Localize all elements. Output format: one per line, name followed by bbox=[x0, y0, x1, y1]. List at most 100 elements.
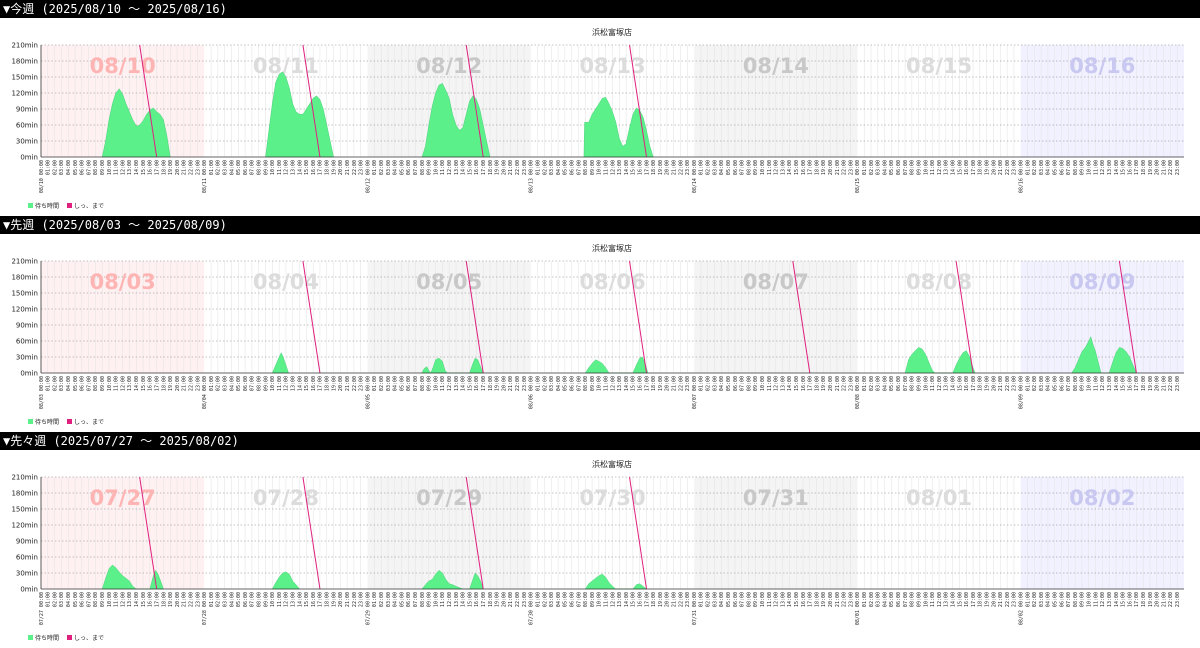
x-tick-label: 20:00 bbox=[1155, 376, 1161, 391]
section-two-weeks-ago: ▼先々週 (2025/07/27 ～ 2025/08/02) 浜松富塚店 0min… bbox=[0, 432, 1200, 648]
x-tick-label: 08/15 00:00 bbox=[855, 160, 861, 193]
x-tick-label: 20:00 bbox=[175, 592, 181, 607]
x-tick-label: 07:00 bbox=[740, 592, 746, 607]
x-tick-label: 02:00 bbox=[379, 160, 385, 175]
x-tick-label: 21:00 bbox=[998, 592, 1004, 607]
x-tick-label: 05:00 bbox=[889, 376, 895, 391]
x-tick-label: 06:00 bbox=[570, 160, 576, 175]
x-tick-label: 17:00 bbox=[155, 160, 161, 175]
x-tick-label: 10:00 bbox=[107, 160, 113, 175]
x-tick-label: 11:00 bbox=[440, 592, 446, 607]
x-tick-label: 10:00 bbox=[760, 592, 766, 607]
x-tick-label: 22:00 bbox=[1168, 376, 1174, 391]
chart-title: 浜松富塚店 bbox=[592, 243, 632, 253]
x-tick-label: 14:00 bbox=[787, 376, 793, 391]
x-tick-label: 12:00 bbox=[610, 160, 616, 175]
x-tick-label: 07:00 bbox=[250, 376, 256, 391]
x-tick-label: 10:00 bbox=[597, 592, 603, 607]
x-tick-label: 08:00 bbox=[93, 376, 99, 391]
x-tick-label: 05:00 bbox=[73, 160, 79, 175]
x-tick-label: 22:00 bbox=[352, 160, 358, 175]
x-tick-label: 09:00 bbox=[917, 376, 923, 391]
x-tick-label: 22:00 bbox=[842, 376, 848, 391]
x-tick-label: 22:00 bbox=[515, 160, 521, 175]
x-tick-label: 23:00 bbox=[522, 160, 528, 175]
x-tick-label: 03:00 bbox=[1039, 376, 1045, 391]
x-tick-label: 19:00 bbox=[168, 592, 174, 607]
x-tick-label: 13:00 bbox=[291, 592, 297, 607]
x-tick-label: 05:00 bbox=[726, 376, 732, 391]
x-tick-label: 13:00 bbox=[454, 592, 460, 607]
x-tick-label: 08/04 00:00 bbox=[202, 376, 208, 409]
x-tick-label: 09:00 bbox=[753, 376, 759, 391]
x-tick-label: 15:00 bbox=[1121, 376, 1127, 391]
x-tick-label: 23:00 bbox=[848, 376, 854, 391]
x-tick-label: 08/03 00:00 bbox=[39, 376, 45, 409]
x-tick-label: 16:00 bbox=[638, 160, 644, 175]
y-tick-label: 180min bbox=[11, 490, 38, 498]
x-tick-label: 01:00 bbox=[46, 592, 52, 607]
x-tick-label: 15:00 bbox=[794, 160, 800, 175]
x-tick-label: 03:00 bbox=[59, 160, 65, 175]
y-tick-label: 60min bbox=[16, 554, 38, 562]
x-tick-label: 20:00 bbox=[665, 160, 671, 175]
x-tick-label: 09:00 bbox=[590, 376, 596, 391]
x-tick-label: 19:00 bbox=[821, 376, 827, 391]
x-tick-label: 10:00 bbox=[923, 376, 929, 391]
x-tick-label: 06:00 bbox=[896, 592, 902, 607]
x-tick-label: 18:00 bbox=[1141, 592, 1147, 607]
x-tick-label: 06:00 bbox=[406, 592, 412, 607]
x-tick-label: 16:00 bbox=[801, 160, 807, 175]
x-tick-label: 08:00 bbox=[583, 160, 589, 175]
x-tick-label: 12:00 bbox=[284, 160, 290, 175]
x-tick-label: 17:00 bbox=[808, 160, 814, 175]
x-tick-label: 08/07 00:00 bbox=[692, 376, 698, 409]
section-this-week: ▼今週 (2025/08/10 ～ 2025/08/16) 浜松富塚店 0min 3… bbox=[0, 0, 1200, 216]
x-tick-label: 08/12 00:00 bbox=[365, 160, 371, 193]
x-tick-label: 05:00 bbox=[726, 160, 732, 175]
x-tick-label: 02:00 bbox=[379, 376, 385, 391]
x-tick-label: 02:00 bbox=[869, 592, 875, 607]
x-tick-label: 15:00 bbox=[304, 592, 310, 607]
until-line bbox=[465, 44, 484, 158]
x-tick-label: 08:00 bbox=[746, 160, 752, 175]
x-tick-label: 08/02 00:00 bbox=[1019, 592, 1025, 625]
wait-time-area bbox=[584, 573, 648, 590]
x-tick-label: 22:00 bbox=[189, 376, 195, 391]
x-tick-label: 14:00 bbox=[1114, 376, 1120, 391]
until-line bbox=[1118, 260, 1137, 374]
x-tick-label: 09:00 bbox=[753, 592, 759, 607]
x-tick-label: 01:00 bbox=[536, 592, 542, 607]
x-tick-label: 03:00 bbox=[549, 592, 555, 607]
x-tick-label: 17:00 bbox=[155, 376, 161, 391]
x-tick-label: 07/31 00:00 bbox=[692, 592, 698, 625]
chart-title: 浜松富塚店 bbox=[592, 27, 632, 37]
x-tick-label: 21:00 bbox=[182, 376, 188, 391]
x-tick-label: 06:00 bbox=[896, 160, 902, 175]
x-tick-label: 19:00 bbox=[658, 376, 664, 391]
x-tick-label: 17:00 bbox=[644, 160, 650, 175]
x-tick-label: 18:00 bbox=[488, 376, 494, 391]
x-tick-label: 14:00 bbox=[787, 592, 793, 607]
x-tick-label: 16:00 bbox=[638, 592, 644, 607]
x-tick-label: 22:00 bbox=[842, 592, 848, 607]
x-tick-label: 11:00 bbox=[767, 376, 773, 391]
x-tick-label: 09:00 bbox=[590, 160, 596, 175]
day-label: 08/10 bbox=[90, 54, 156, 78]
x-tick-label: 10:00 bbox=[107, 376, 113, 391]
until-line bbox=[629, 44, 648, 158]
x-tick-label: 06:00 bbox=[733, 376, 739, 391]
x-tick-label: 16:00 bbox=[1127, 592, 1133, 607]
x-tick-label: 15:00 bbox=[631, 160, 637, 175]
x-tick-label: 22:00 bbox=[189, 592, 195, 607]
x-tick-label: 10:00 bbox=[760, 160, 766, 175]
x-tick-label: 07/27 00:00 bbox=[39, 592, 45, 625]
x-tick-label: 04:00 bbox=[229, 160, 235, 175]
x-tick-label: 20:00 bbox=[828, 592, 834, 607]
x-tick-label: 09:00 bbox=[917, 160, 923, 175]
x-tick-label: 23:00 bbox=[1012, 160, 1018, 175]
x-tick-label: 20:00 bbox=[828, 376, 834, 391]
x-tick-label: 12:00 bbox=[284, 376, 290, 391]
x-tick-label: 13:00 bbox=[127, 376, 133, 391]
x-tick-label: 03:00 bbox=[876, 376, 882, 391]
